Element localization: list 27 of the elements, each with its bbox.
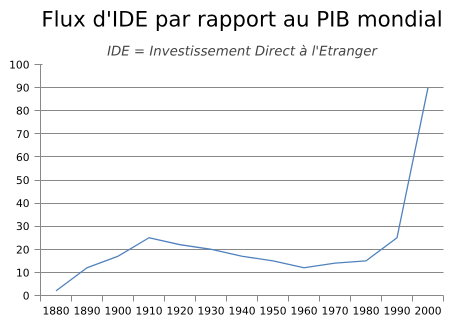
x-tick-label: 1890 (73, 304, 101, 318)
y-tick-label: 40 (16, 197, 30, 210)
x-tick-label: 1970 (321, 304, 349, 318)
x-tick-label: 1940 (228, 304, 256, 318)
chart-subtitle: IDE = Investissement Direct à l'Etranger (107, 44, 378, 60)
y-tick-label: 0 (22, 290, 30, 302)
x-tick-label: 1900 (104, 304, 132, 318)
x-tick-label: 1990 (383, 304, 411, 318)
y-tick-label: 90 (16, 82, 30, 95)
y-tick-label: 10 (16, 266, 30, 280)
x-tick-label: 1980 (352, 304, 380, 318)
x-tick-label: 1910 (135, 304, 163, 318)
chart-title: Flux d'IDE par rapport au PIB mondial (41, 8, 443, 32)
y-tick-label: 20 (16, 243, 30, 256)
x-tick-label: 1930 (197, 304, 225, 318)
x-tick-label: 1880 (42, 304, 70, 318)
x-tick-label: 1920 (166, 304, 194, 318)
y-tick-label: 50 (16, 174, 30, 187)
y-tick-label: 80 (16, 104, 30, 118)
y-tick-label: 30 (16, 220, 30, 234)
x-tick-label: 1950 (259, 304, 287, 318)
line-series (55, 86, 429, 292)
y-tick-label: 70 (16, 128, 30, 141)
x-tick-label: 2000 (414, 304, 442, 318)
x-tick-label: 1960 (290, 304, 318, 318)
y-tick-label: 100 (9, 58, 30, 72)
y-tick-label: 60 (16, 150, 30, 164)
